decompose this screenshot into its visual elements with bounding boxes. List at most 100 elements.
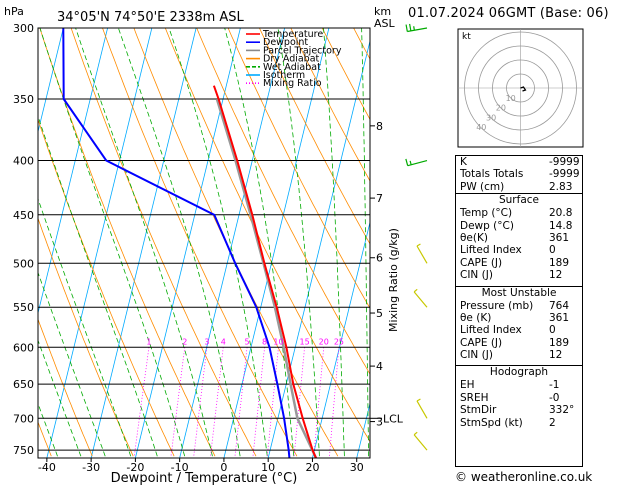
unstable-value: 12 (549, 349, 563, 362)
hodo-value: -0 (549, 391, 560, 404)
x-tick-label: -30 (82, 461, 100, 474)
x-tick-label: 10 (261, 461, 275, 474)
surface-row: CAPE (J) 189 (456, 257, 582, 269)
axes: 1 2 3 4 5 8 10 15 20 2530035040045050055060065070… (13, 22, 404, 474)
km-tick-label: 8 (376, 120, 383, 133)
index-label: Totals Totals (460, 168, 524, 181)
index-row: Totals Totals -9999 (456, 168, 582, 180)
pressure-tick-label: 300 (13, 22, 34, 35)
km-label: km (374, 5, 391, 18)
wind-barb (407, 159, 428, 167)
index-row: K -9999 (456, 156, 582, 168)
legend-item: Wet Adiabat (263, 62, 321, 73)
wet-adiabat (277, 28, 320, 457)
pressure-tick-label: 400 (13, 155, 34, 168)
parcel-trajectory-line (215, 98, 318, 458)
hodograph-unit-label: kt (462, 32, 471, 42)
x-tick-label: 30 (350, 461, 364, 474)
hodograph-ring-label: 40 (476, 123, 486, 132)
surface-label: CAPE (J) (460, 256, 503, 269)
surface-title: Surface (456, 193, 582, 207)
surface-row: Temp (°C) 20.8 (456, 207, 582, 219)
profiles (62, 28, 318, 458)
isotherm (134, 28, 241, 458)
surface-row: CIN (J) 12 (456, 269, 582, 281)
km-tick-label: 7 (376, 192, 383, 205)
pressure-tick-label: 600 (13, 341, 34, 354)
hodo-row: SREH -0 (456, 392, 582, 404)
mixing-ratio-label: 25 (334, 337, 344, 346)
wind-barb-flag (413, 288, 418, 293)
unstable-row: Lifted Index 0 (456, 324, 582, 336)
hodograph-title: Hodograph (456, 365, 582, 379)
hodo-row: StmDir 332° (456, 404, 582, 416)
dry-adiabat (227, 28, 370, 310)
footer-credit: © weatheronline.co.uk (455, 470, 593, 484)
wet-adiabat (168, 28, 268, 457)
surface-label: Lifted Index (460, 244, 522, 257)
wet-adiabat (0, 28, 13, 456)
dewpoint-line (62, 28, 291, 458)
pressure-tick-label: 450 (13, 209, 34, 222)
index-value: -9999 (549, 156, 580, 168)
mixing-ratio-label: 1 (146, 337, 151, 346)
isotherm (312, 220, 370, 458)
mixing-ratio-line (210, 347, 224, 457)
mixing-ratio-line (252, 347, 265, 457)
km-tick-label: 6 (376, 252, 383, 265)
unstable-row: CAPE (J) 189 (456, 337, 582, 349)
mixing-ratio-label: 20 (319, 337, 329, 346)
wind-barb-flag (413, 26, 415, 31)
wind-barb-flag (409, 23, 412, 31)
wet-adiabat (224, 28, 295, 457)
unstable-value: 764 (549, 299, 570, 312)
unstable-label: Pressure (mb) (460, 299, 534, 312)
dry-adiabat (290, 28, 370, 182)
surface-label: CIN (J) (460, 269, 493, 282)
dry-adiabat (164, 28, 370, 443)
mixing-ratio-label: 15 (300, 337, 310, 346)
hodo-row: EH -1 (456, 379, 582, 391)
dry-adiabat (196, 28, 370, 375)
x-tick-label: 0 (220, 461, 227, 474)
legend-item: Dewpoint (263, 37, 308, 48)
pressure-tick-label: 550 (13, 301, 34, 314)
hodograph-trace (520, 86, 527, 92)
hodograph-ring-label: 20 (496, 104, 506, 113)
indices-panel: K -9999 Totals Totals -9999 PW (cm) 2.83 Surf… (455, 155, 583, 467)
wet-adiabat (38, 402, 58, 457)
wet-adiabat (323, 28, 345, 457)
pressure-tick-label: 350 (13, 93, 34, 106)
pressure-tick-label: 650 (13, 378, 34, 391)
wet-adiabat (361, 28, 369, 457)
legend-item: Temperature (262, 29, 323, 40)
mixing-ratio-line (313, 347, 325, 457)
lcl-label: LCL (383, 412, 404, 425)
mixing-ratio-label: 10 (273, 337, 283, 346)
hodo-value: -1 (549, 379, 560, 392)
surface-label: Temp (°C) (460, 207, 513, 220)
surface-label: θe(K) (460, 231, 488, 244)
asl-label: ASL (374, 17, 396, 30)
mixing-ratio-label: 5 (245, 337, 250, 346)
legend-item: Mixing Ratio (263, 78, 322, 89)
unstable-label: CIN (J) (460, 349, 493, 362)
unstable-label: CAPE (J) (460, 336, 503, 349)
dry-adiabat (38, 118, 175, 457)
isotherm (90, 28, 197, 458)
index-value: -9999 (549, 168, 580, 181)
mixing-ratio-axis-label: Mixing Ratio (g/kg) (387, 228, 400, 332)
wet-adiabat (38, 271, 106, 457)
surface-row: Dewp (°C) 14.8 (456, 220, 582, 232)
surface-value: 0 (549, 244, 556, 257)
isotherm (267, 39, 370, 458)
wet-adiabat (38, 339, 82, 457)
x-tick-label: -40 (38, 461, 56, 474)
mixing-ratio-line (193, 347, 208, 457)
wind-barb (416, 400, 428, 419)
index-value: 2.83 (549, 180, 573, 193)
legend-item: Isotherm (263, 70, 305, 81)
index-label: PW (cm) (460, 180, 505, 193)
legend-item: Parcel Trajectory (263, 45, 342, 56)
